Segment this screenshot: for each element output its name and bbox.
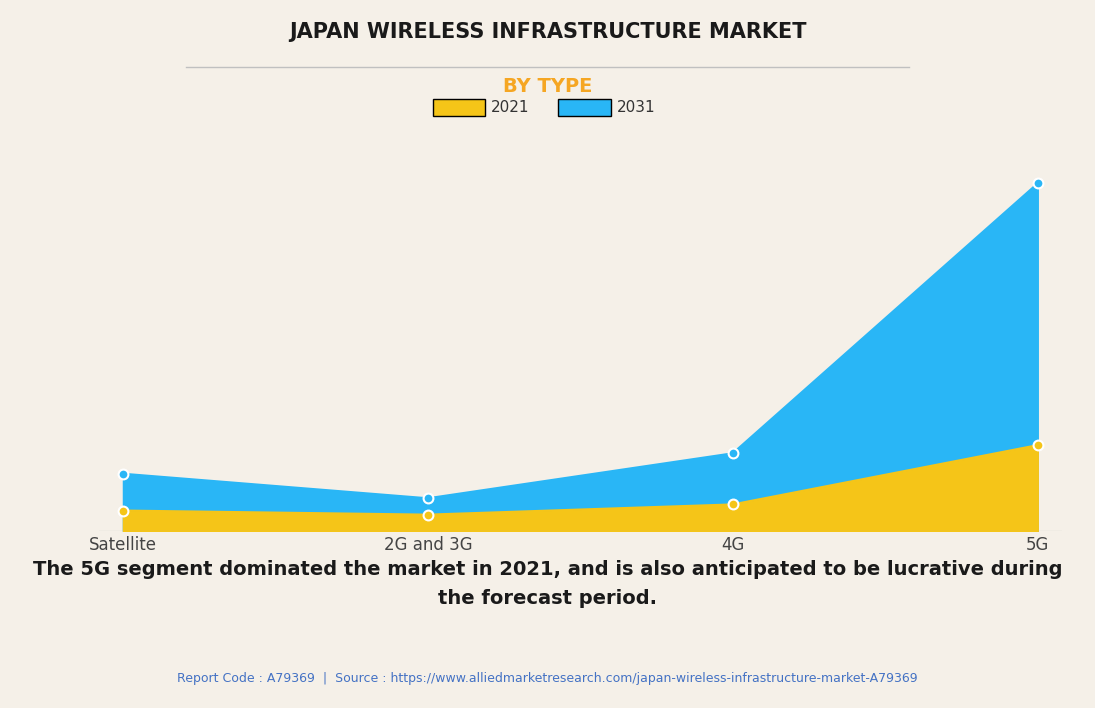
Text: 2021: 2021	[491, 100, 529, 115]
Point	[1029, 178, 1047, 189]
Text: BY TYPE: BY TYPE	[503, 77, 592, 96]
Point	[724, 447, 741, 459]
Point	[419, 509, 437, 520]
Text: The 5G segment dominated the market in 2021, and is also anticipated to be lucra: The 5G segment dominated the market in 2…	[33, 560, 1062, 608]
Text: 2031: 2031	[616, 100, 655, 115]
Point	[1029, 440, 1047, 451]
Point	[419, 493, 437, 504]
Text: JAPAN WIRELESS INFRASTRUCTURE MARKET: JAPAN WIRELESS INFRASTRUCTURE MARKET	[289, 22, 806, 42]
Point	[724, 498, 741, 510]
Point	[114, 468, 131, 479]
Point	[114, 505, 131, 516]
Text: Report Code : A79369  |  Source : https://www.alliedmarketresearch.com/japan-wir: Report Code : A79369 | Source : https://…	[177, 672, 918, 685]
